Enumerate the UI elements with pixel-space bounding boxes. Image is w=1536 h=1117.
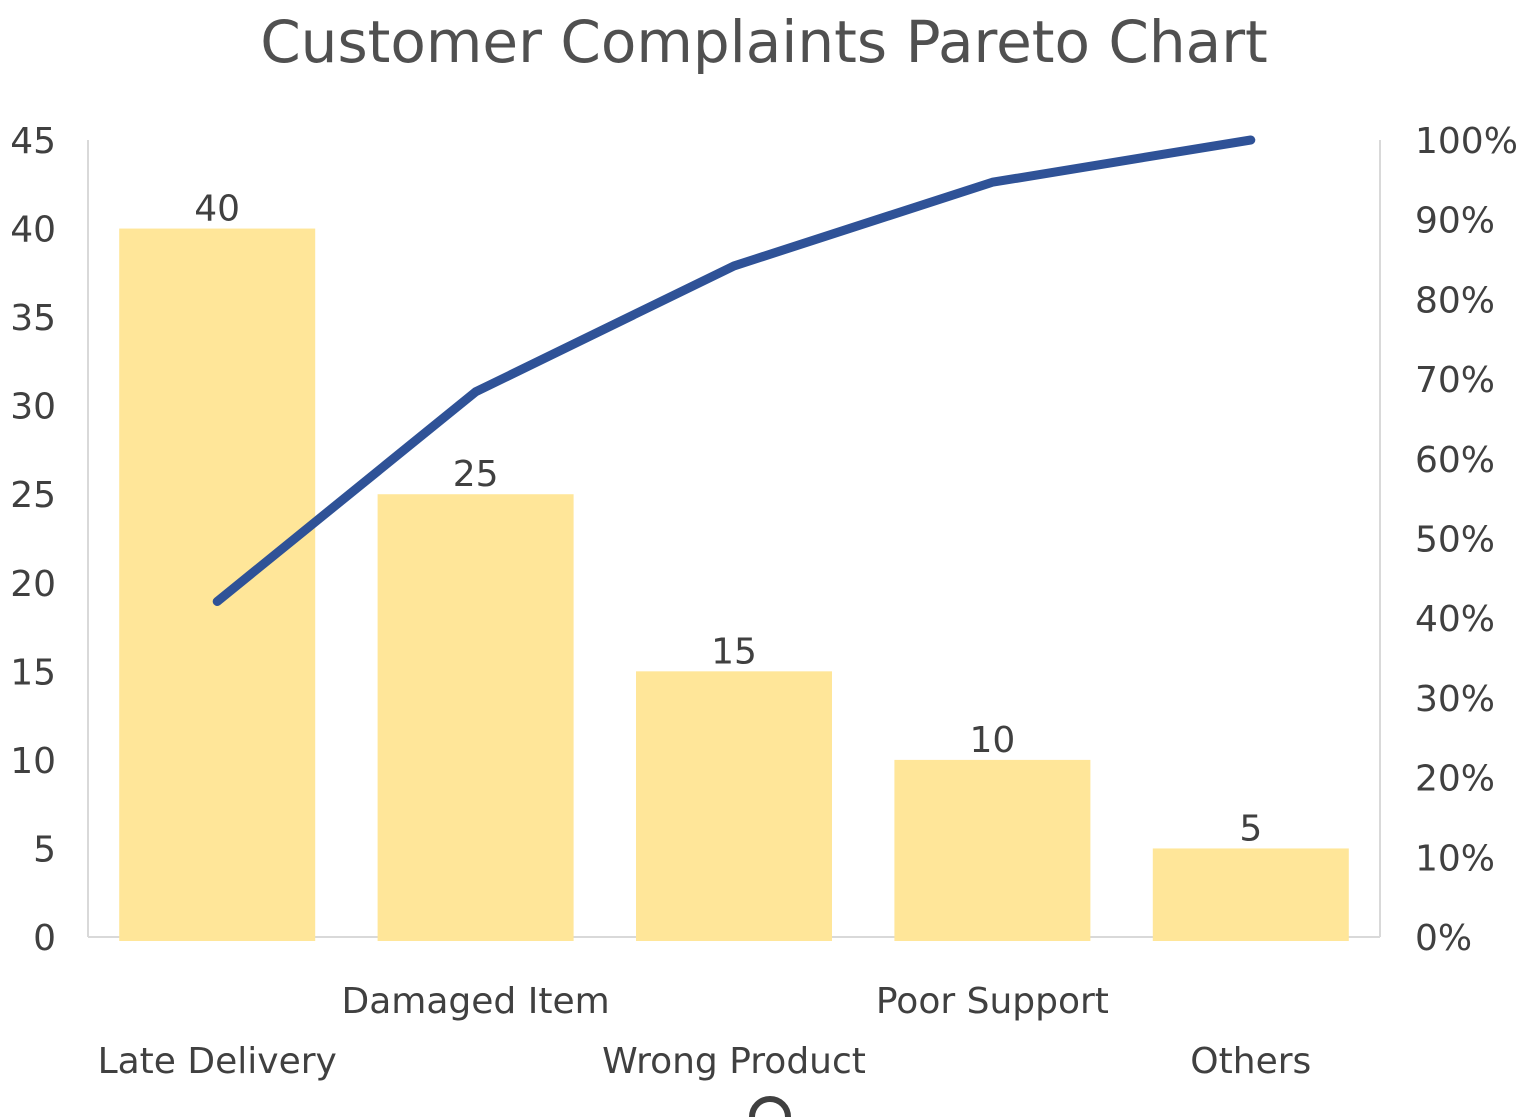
bar-others [1152,848,1349,941]
chart-title: Customer Complaints Pareto Chart [260,8,1268,76]
x-tick-label: Poor Support [876,981,1109,1022]
left-tick-label: 45 [10,121,56,162]
data-label: 40 [194,189,240,230]
right-tick-label: 30% [1415,679,1495,720]
data-label: 15 [711,631,757,672]
bar-wrong-product [636,671,832,941]
right-tick-label: 90% [1415,201,1495,242]
x-tick-label: Damaged Item [342,981,610,1022]
left-tick-label: 10 [10,741,56,782]
data-label: 25 [453,454,499,495]
bar-late-delivery [119,228,316,942]
left-tick-label: 0 [33,918,56,959]
x-tick-label: Others [1190,1041,1311,1082]
right-tick-label: 70% [1415,360,1495,401]
left-tick-label: 25 [10,475,56,516]
left-tick-label: 30 [10,387,56,428]
right-tick-label: 50% [1415,520,1495,561]
left-tick-label: 40 [10,210,56,251]
x-tick-label: Wrong Product [602,1041,866,1082]
bar-poor-support [894,759,1091,941]
data-label: 10 [969,720,1015,761]
right-tick-label: 100% [1415,121,1518,162]
left-tick-label: 20 [10,564,56,605]
x-tick-label: Late Delivery [98,1041,337,1082]
right-tick-label: 40% [1415,599,1495,640]
right-tick-label: 80% [1415,280,1495,321]
right-tick-label: 0% [1415,918,1472,959]
right-tick-label: 20% [1415,759,1495,800]
cumulative-percent-line [212,135,1256,606]
data-label: 5 [1239,808,1262,849]
left-tick-label: 35 [10,298,56,339]
left-tick-label: 5 [33,829,56,870]
bar-damaged-item [377,494,574,941]
partial-circle-icon [749,1096,791,1117]
right-tick-label: 60% [1415,440,1495,481]
left-tick-label: 15 [10,652,56,693]
right-tick-label: 10% [1415,838,1495,879]
